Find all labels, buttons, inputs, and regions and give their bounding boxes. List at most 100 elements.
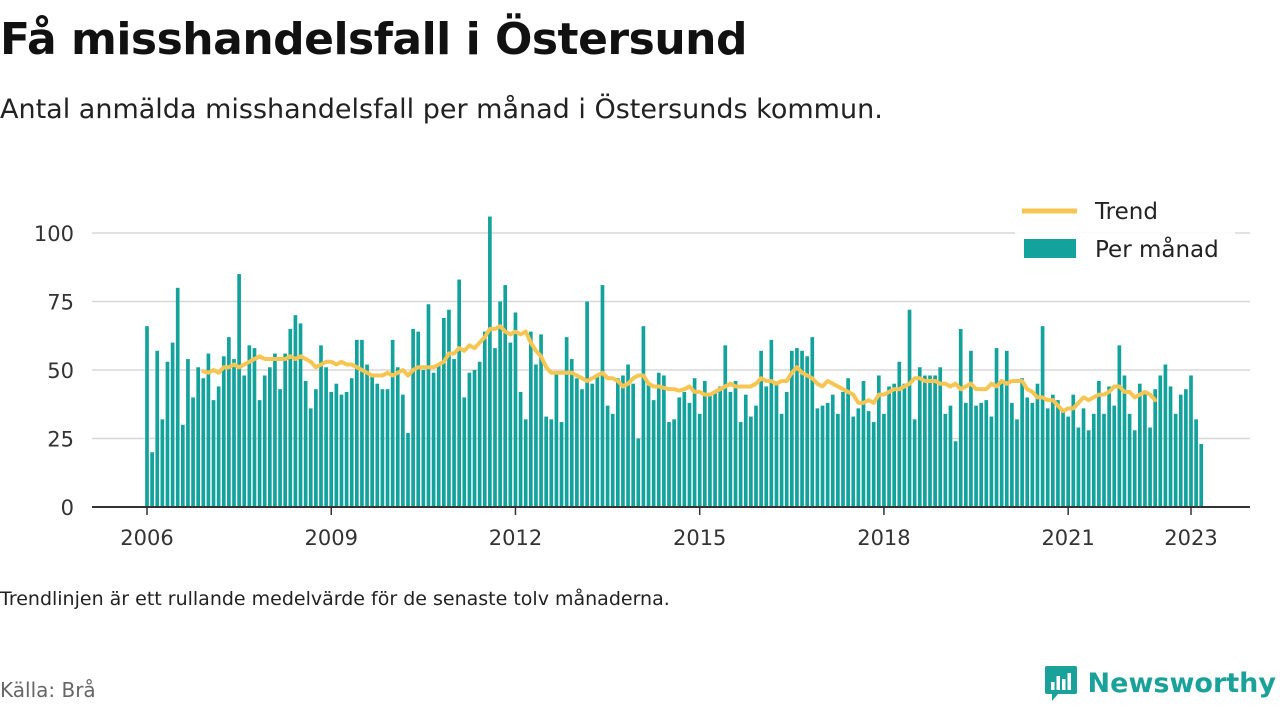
- bar: [795, 348, 799, 507]
- bar: [789, 350, 794, 507]
- x-tick-label: 2009: [305, 526, 358, 550]
- bar: [344, 391, 349, 507]
- legend-bar-swatch: [1024, 239, 1076, 258]
- legend: Trend Per månad: [1015, 196, 1235, 268]
- bar: [1117, 345, 1122, 507]
- bar: [682, 391, 687, 507]
- bar: [887, 386, 891, 507]
- bar: [702, 380, 707, 507]
- bar: [452, 359, 456, 507]
- bar: [861, 380, 866, 507]
- bar: [1097, 380, 1101, 507]
- bar: [155, 350, 160, 507]
- bar: [482, 331, 487, 507]
- bar: [651, 400, 656, 507]
- bar: [493, 348, 497, 507]
- bar: [749, 416, 753, 507]
- bar: [1137, 383, 1142, 507]
- bar: [257, 400, 262, 507]
- bar: [912, 419, 917, 507]
- bar: [252, 348, 257, 507]
- x-tick-label: 2006: [120, 526, 173, 550]
- bar: [232, 359, 236, 507]
- bar: [293, 315, 298, 507]
- bar: [958, 328, 963, 507]
- bar: [600, 285, 605, 507]
- bar: [1050, 394, 1055, 507]
- bar: [1102, 413, 1106, 507]
- bar: [539, 334, 543, 507]
- bar: [984, 400, 989, 507]
- bar: [273, 353, 277, 507]
- bar: [708, 394, 712, 507]
- bar: [1178, 394, 1183, 507]
- x-tick-label: 2018: [857, 526, 910, 550]
- bar: [303, 380, 308, 507]
- bar: [1076, 427, 1081, 507]
- bar: [830, 394, 835, 507]
- bar: [800, 350, 804, 507]
- axes: 2006 2009 2012 2015 2018 2021 2023: [92, 506, 1250, 550]
- bar: [902, 383, 907, 507]
- bar: [1086, 430, 1091, 507]
- bar: [1056, 400, 1060, 507]
- bar: [569, 359, 574, 507]
- brand-logo[interactable]: Newsworthy: [1044, 664, 1276, 702]
- bar: [488, 216, 492, 507]
- bar: [718, 386, 723, 507]
- bar: [713, 391, 717, 507]
- bar: [1107, 386, 1111, 507]
- bar: [549, 419, 554, 507]
- bar: [948, 405, 953, 507]
- bar: [1163, 364, 1168, 507]
- bar: [314, 389, 318, 507]
- bar: [1020, 378, 1024, 507]
- legend-bar-label: Per månad: [1095, 235, 1219, 263]
- bar: [646, 383, 651, 507]
- bar: [170, 342, 175, 507]
- y-tick-label: 75: [47, 291, 74, 315]
- bar-series: [145, 216, 1204, 507]
- bar: [1148, 427, 1152, 507]
- bar: [810, 337, 815, 507]
- x-tick-label: 2023: [1164, 526, 1217, 550]
- chart-title: Få misshandelsfall i Östersund: [0, 14, 747, 65]
- brand-name: Newsworthy: [1087, 667, 1276, 699]
- bar: [779, 413, 784, 507]
- bar: [723, 345, 728, 507]
- bar: [160, 419, 165, 507]
- bar: [989, 416, 994, 507]
- bar: [227, 337, 231, 507]
- bar: [687, 402, 692, 507]
- bar: [216, 386, 221, 507]
- bar: [324, 367, 328, 507]
- bar: [472, 370, 477, 507]
- bar: [1143, 391, 1147, 507]
- bar: [943, 413, 948, 507]
- bar: [426, 304, 431, 507]
- bar: [534, 364, 538, 507]
- bar: [247, 345, 252, 507]
- bar: [175, 287, 180, 507]
- bar: [626, 364, 630, 507]
- bar: [1015, 419, 1019, 507]
- bar: [656, 372, 661, 507]
- bar: [999, 380, 1004, 507]
- y-tick-label: 100: [34, 222, 74, 246]
- bar: [308, 408, 313, 507]
- bar: [262, 375, 267, 507]
- bar: [186, 359, 190, 507]
- bar: [145, 326, 149, 507]
- y-tick-label: 50: [47, 359, 74, 383]
- bar: [416, 331, 421, 507]
- bar: [191, 397, 195, 507]
- bar: [733, 380, 738, 507]
- bar: [1122, 375, 1127, 507]
- bar: [1189, 375, 1193, 507]
- bar: [815, 408, 820, 507]
- bar: [206, 353, 211, 507]
- bar: [544, 416, 549, 507]
- bar: [278, 389, 282, 507]
- bar: [365, 364, 369, 507]
- bar: [631, 383, 636, 507]
